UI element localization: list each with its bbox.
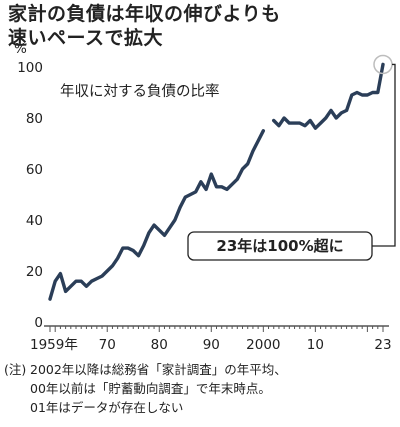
x-tick-label: 90	[203, 337, 220, 353]
x-tick-label: 80	[151, 337, 168, 353]
series-line-segment	[272, 62, 385, 130]
footnote-line-2: 00年以前は「貯蓄動向調査」で年末時点。	[30, 381, 271, 396]
y-tick-label: 20	[26, 264, 43, 280]
series-label: 年収に対する負債の比率	[60, 83, 220, 100]
y-tick-label: 0	[34, 315, 43, 331]
footnote-line-1: 2002年以降は総務省「家計調査」の年平均、	[30, 362, 287, 377]
x-tick-label: 70	[99, 337, 116, 353]
y-axis: 0 20 40 60 80 100	[17, 60, 43, 331]
x-tick-label: 23	[374, 337, 391, 353]
chart-title: 家計の負債は年収の伸びよりも 速いペースで拡大	[8, 2, 396, 50]
chart-title-line-1: 家計の負債は年収の伸びよりも	[8, 3, 281, 25]
x-tick-label: 10	[307, 337, 324, 353]
y-tick-label: 60	[26, 162, 43, 178]
callout: 23年は100%超に	[187, 54, 396, 261]
line-chart: % 0 20 40 60 80 100 1959年 70 80 90 2000 10 23 年収に対す…	[14, 41, 396, 353]
callout-leader-line	[372, 63, 396, 247]
y-tick-label: 40	[26, 213, 43, 229]
series-line-segment	[48, 129, 265, 301]
footnote: (注) 2002年以降は総務省「家計調査」の年平均、 00年以前は「貯蓄動向調査…	[4, 360, 396, 417]
x-axis: 1959年 70 80 90 2000 10 23	[30, 326, 392, 353]
callout-text: 23年は100%超に	[216, 237, 343, 255]
y-axis-unit: %	[14, 41, 27, 57]
chart-title-line-2: 速いペースで拡大	[8, 27, 164, 49]
y-tick-label: 80	[26, 111, 43, 127]
x-tick-label: 1959年	[30, 337, 78, 353]
x-tick-label: 2000	[246, 337, 280, 353]
y-tick-label: 100	[17, 60, 43, 76]
footnote-line-3: 01年はデータが存在しない	[30, 400, 184, 415]
footnote-prefix: (注)	[4, 362, 27, 377]
callout-box	[187, 231, 373, 261]
series-group	[48, 62, 385, 301]
